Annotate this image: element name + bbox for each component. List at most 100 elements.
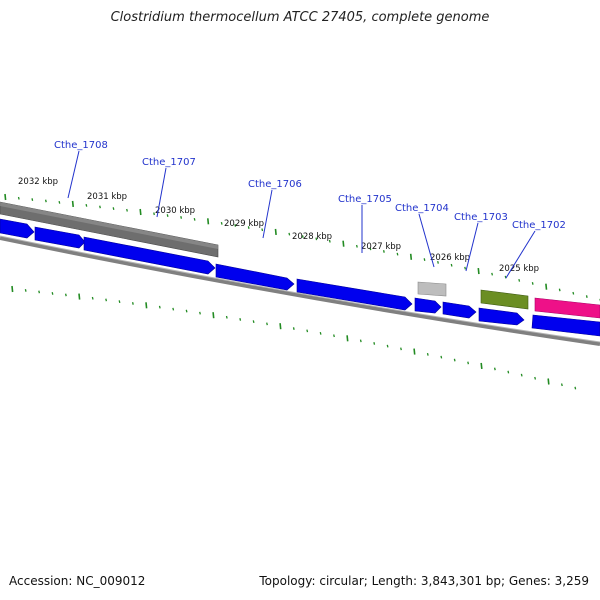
minor-tick [131,302,134,305]
backbone-ring-shade [0,235,600,343]
scale-label: 2025 kbp [499,264,539,274]
minor-tick [153,212,155,216]
minor-tick [64,293,67,297]
minor-tick [239,318,242,321]
grey-gene-feature[interactable] [417,281,447,297]
gene-label-cthe-1706[interactable]: Cthe_1706 [248,179,302,190]
genome-summary-text: Topology: circular; Length: 3,843,301 bp… [259,574,589,588]
scale-label: 2028 kbp [292,232,332,242]
leader-line [465,222,479,272]
minor-tick [493,367,496,371]
minor-tick [369,247,372,251]
minor-tick [560,383,563,387]
gene-label-cthe-1707[interactable]: Cthe_1707 [142,157,196,168]
gene-label-cthe-1703[interactable]: Cthe_1703 [454,212,508,223]
minor-tick [292,327,295,330]
scale-label: 2027 kbp [361,242,401,252]
major-tick [413,348,416,355]
minor-tick [234,224,237,227]
minor-tick [507,370,510,374]
minor-tick [185,309,188,313]
major-tick [545,283,548,290]
scale-label: 2032 kbp [18,177,58,187]
major-tick [342,240,345,247]
minor-tick [534,376,537,380]
minor-tick [531,282,534,285]
major-tick [279,323,282,330]
minor-tick [426,352,429,356]
minor-tick [400,347,402,351]
forward-cds-arrow-5[interactable] [296,278,413,311]
minor-tick [359,339,362,343]
forward-cds-arrow-9[interactable] [531,314,600,337]
minor-tick [518,278,521,282]
gene-label-cthe-1708[interactable]: Cthe_1708 [54,140,108,151]
minor-tick [288,232,291,236]
scale-label: 2030 kbp [155,206,195,216]
leader-line [505,230,536,279]
minor-tick [105,298,108,302]
inner-tick-ring [11,285,577,390]
minor-tick [172,307,175,311]
forward-cds-arrow-1[interactable] [0,218,35,239]
minor-tick [44,199,47,203]
major-tick [207,218,210,225]
olive-gene-feature[interactable] [480,289,529,310]
pink-gene-feature[interactable] [534,297,600,319]
minor-tick [437,260,439,264]
minor-tick [301,235,304,238]
minor-tick [118,300,121,304]
scale-label: 2031 kbp [87,192,127,202]
minor-tick [193,217,196,221]
major-tick [11,285,14,293]
leader-line [418,213,435,268]
minor-tick [91,296,94,300]
minor-tick [333,334,335,338]
minor-tick [572,291,575,295]
minor-tick [51,292,54,295]
leader-line [67,150,80,199]
backbone-ring [0,236,600,346]
forward-cds-arrow-7[interactable] [442,301,477,319]
gene-label-cthe-1705[interactable]: Cthe_1705 [338,194,392,205]
minor-tick [220,221,223,225]
leader-line [156,167,167,218]
minor-tick [225,315,228,319]
minor-tick [38,290,41,294]
minor-tick [440,355,443,359]
minor-tick [166,214,169,217]
minor-tick [266,322,268,326]
minor-tick [574,386,577,390]
major-tick [212,312,215,319]
forward-cds-arrow-3[interactable] [83,236,216,275]
minor-tick [382,250,385,253]
forward-cds-arrow-2[interactable] [34,226,86,249]
major-tick [409,253,413,260]
gene-label-cthe-1704[interactable]: Cthe_1704 [395,203,449,214]
minor-tick [450,263,453,267]
leader-line [262,189,273,239]
minor-tick [17,196,20,200]
minor-tick [31,198,34,201]
minor-tick [491,272,494,276]
minor-tick [158,305,161,309]
minor-tick [328,239,331,243]
minor-tick [24,289,27,292]
major-tick [71,200,74,207]
minor-tick [396,252,399,256]
forward-cds-arrow-8[interactable] [478,307,525,326]
map-title: Clostridium thermocellum ATCC 27405, com… [110,10,490,25]
gene-label-cthe-1702[interactable]: Cthe_1702 [512,220,566,231]
forward-cds-arrow-6[interactable] [414,297,442,314]
minor-tick [199,311,201,315]
major-tick [139,208,142,216]
forward-cds-arrow-4[interactable] [215,263,295,291]
minor-tick [99,205,101,209]
major-tick [274,228,277,235]
minor-tick [112,207,115,210]
minor-tick [85,203,88,207]
major-tick [145,302,148,309]
minor-tick [520,373,523,377]
